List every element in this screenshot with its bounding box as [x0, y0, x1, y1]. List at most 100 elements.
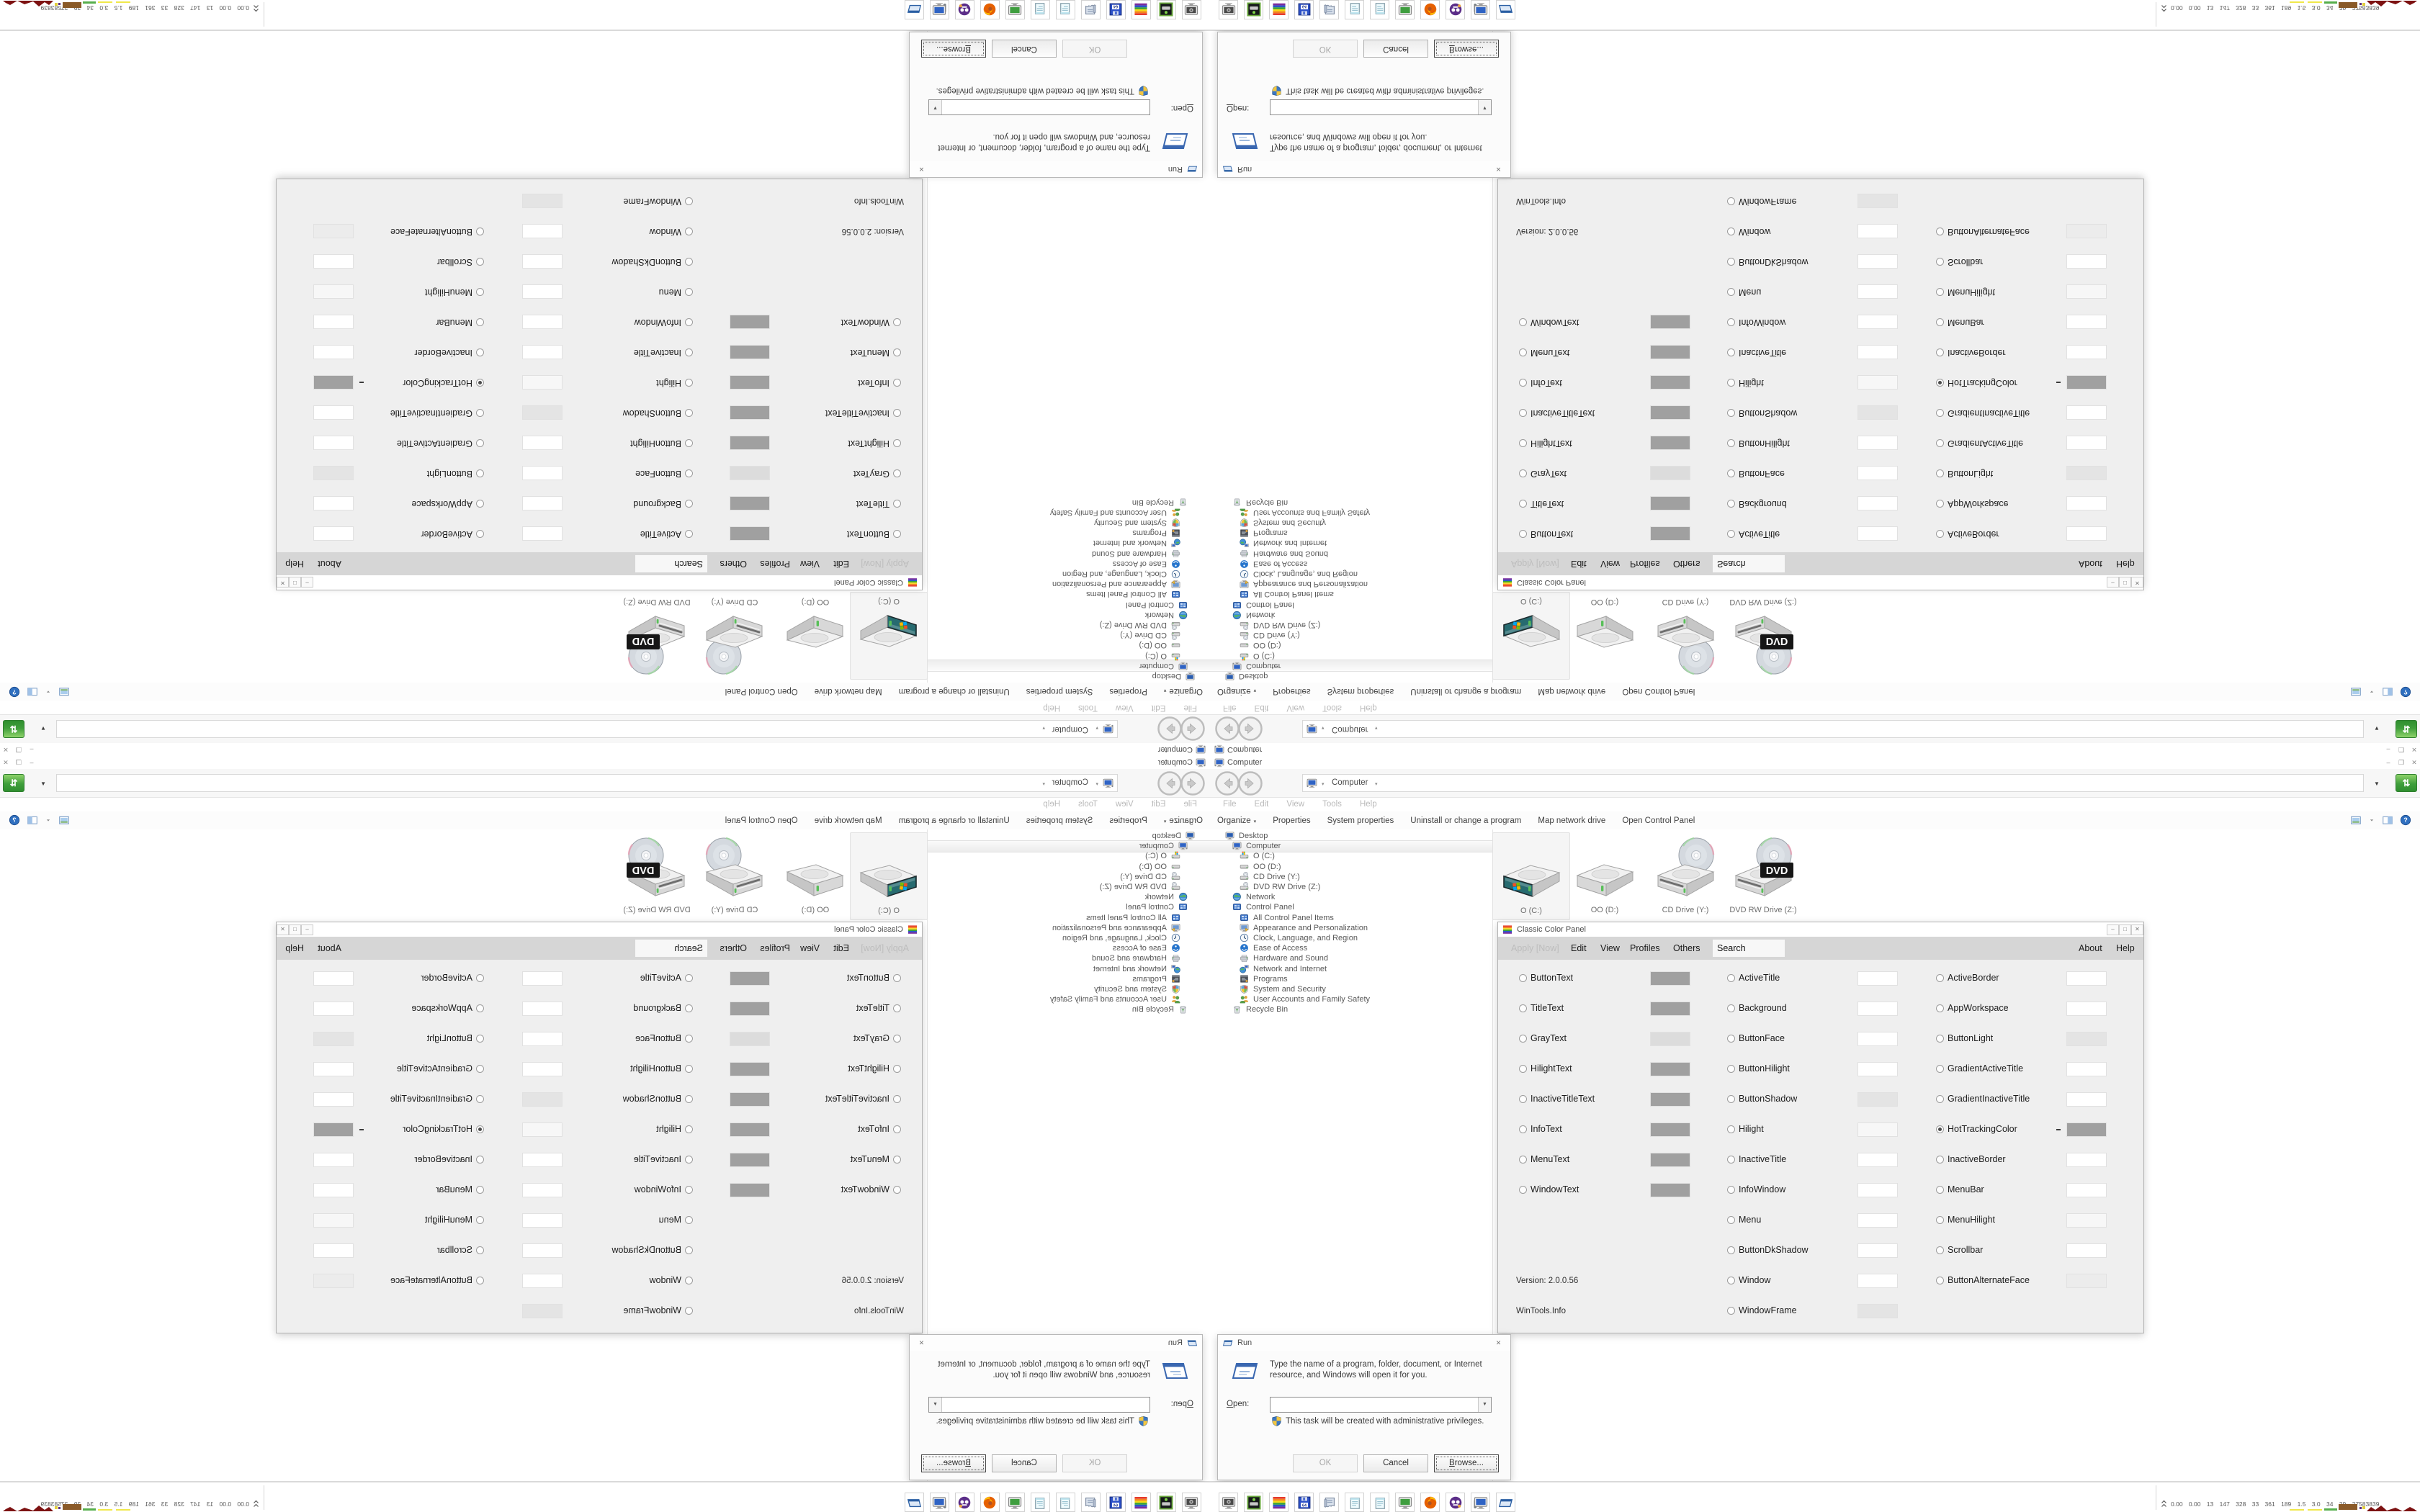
color-swatch-appworkspace[interactable] [2066, 1002, 2107, 1016]
radio-graytext[interactable] [893, 1035, 901, 1043]
tree-item-hardware-and-sound[interactable]: Hardware and Sound [1210, 953, 1492, 964]
color-swatch-hilight[interactable] [522, 1122, 563, 1137]
tree-item-ease-of-access[interactable]: Ease of Access [1210, 943, 1492, 954]
color-swatch-hottrackingcolor[interactable] [2066, 375, 2107, 390]
tree-item-network[interactable]: Network [928, 609, 1210, 620]
menu-item-edit[interactable]: Edit [1254, 800, 1269, 809]
radio-buttonlight[interactable] [1936, 1035, 1944, 1043]
minimize-button[interactable]: – [301, 577, 313, 588]
color-swatch-menu[interactable] [1857, 1213, 1898, 1228]
radio-infowindow[interactable] [685, 318, 693, 326]
color-swatch-buttonhilight[interactable] [522, 1062, 563, 1076]
edit-menu-item[interactable]: Edit [1571, 943, 1587, 953]
tree-item-network-and-internet[interactable]: Network and Internet [928, 964, 1210, 975]
tree-item-control-panel[interactable]: Control Panel [928, 902, 1210, 913]
radio-inactivetitletext[interactable] [1519, 1095, 1527, 1103]
color-swatch-windowtext[interactable] [730, 315, 770, 329]
radio-gradientinactivetitle[interactable] [1936, 409, 1944, 417]
run-title-bar[interactable]: Run ✕ [910, 1335, 1202, 1351]
color-swatch-menu[interactable] [1857, 284, 1898, 299]
color-swatch-buttonshadow[interactable] [1857, 1092, 1898, 1107]
radio-hottrackingcolor[interactable] [476, 1125, 484, 1133]
color-swatch-menuhilight[interactable] [2066, 1213, 2107, 1228]
radio-inactivetitle[interactable] [685, 348, 693, 356]
color-swatch-activetitle[interactable] [1857, 526, 1898, 541]
taskbar-button-pc-monitor[interactable] [930, 1493, 949, 1512]
radio-buttonface[interactable] [1727, 469, 1735, 477]
color-swatch-buttonalternateface[interactable] [2066, 1274, 2107, 1288]
radio-buttonlight[interactable] [476, 469, 484, 477]
color-swatch-buttonface[interactable] [522, 1032, 563, 1046]
combobox-dropdown-icon[interactable]: ▼ [929, 100, 942, 114]
radio-windowframe[interactable] [685, 1307, 693, 1315]
forward-button[interactable] [1237, 770, 1263, 796]
toolbar-item-map-network-drive[interactable]: Map network drive [1538, 816, 1606, 825]
drive-tile-dvd-rw-drive-z-[interactable]: DVD DVD RW Drive (Z:) [1725, 593, 1801, 680]
color-swatch-background[interactable] [522, 496, 563, 510]
menu-item-file[interactable]: File [1223, 703, 1237, 712]
view-menu-item[interactable]: View [1600, 559, 1620, 569]
toolbar-item-organize[interactable]: Organize▾ [1163, 816, 1203, 825]
taskbar-button-monitor-green[interactable] [1395, 1493, 1415, 1512]
help-menu-item[interactable]: Help [285, 943, 304, 953]
taskbar-button-notepad[interactable] [1345, 0, 1364, 19]
color-swatch-buttonshadow[interactable] [1857, 405, 1898, 420]
radio-hilight[interactable] [685, 379, 693, 387]
preview-pane-icon[interactable] [27, 686, 38, 698]
color-swatch-buttontext[interactable] [1650, 971, 1690, 986]
ccp-title-bar[interactable]: Classic Color Panel – □ ✕ [1498, 575, 2143, 590]
ok-button[interactable]: OK [1062, 1454, 1127, 1472]
taskbar-button-disk-tool[interactable] [1157, 0, 1176, 19]
drive-tile-dvd-rw-drive-z-[interactable]: DVD DVD RW Drive (Z:) [619, 832, 695, 919]
color-swatch-hilight[interactable] [1857, 375, 1898, 390]
radio-inactivetitle[interactable] [685, 1156, 693, 1164]
close-button[interactable]: ✕ [277, 577, 289, 588]
taskbar-button-monitor-green[interactable] [1005, 1493, 1025, 1512]
radio-hilight[interactable] [1727, 379, 1735, 387]
radio-menubar[interactable] [476, 1186, 484, 1194]
radio-hilighttext[interactable] [893, 1065, 901, 1073]
toolbar-item-properties[interactable]: Properties [1273, 687, 1311, 696]
tree-item-hardware-and-sound[interactable]: Hardware and Sound [928, 953, 1210, 964]
tree-item-control-panel[interactable]: Control Panel [928, 599, 1210, 610]
radio-buttonface[interactable] [1727, 1035, 1735, 1043]
address-bar[interactable]: ▾ Computer ▾ [1302, 774, 2364, 792]
color-swatch-infotext[interactable] [1650, 1122, 1690, 1137]
radio-activeborder[interactable] [476, 974, 484, 982]
tree-item-ease-of-access[interactable]: Ease of Access [1210, 558, 1492, 569]
tree-item-user-accounts-and-family-safety[interactable]: User Accounts and Family Safety [928, 994, 1210, 1005]
drive-tile-cd-drive-y-[interactable]: CD Drive (Y:) [696, 593, 773, 680]
radio-buttonlight[interactable] [1936, 469, 1944, 477]
color-swatch-buttondkshadow[interactable] [1857, 254, 1898, 269]
drive-tile-o-c-[interactable]: O (C:) [850, 592, 928, 680]
color-swatch-menubar[interactable] [313, 1183, 354, 1197]
tree-item-ease-of-access[interactable]: Ease of Access [928, 943, 1210, 954]
toolbar-item-system-properties[interactable]: System properties [1026, 687, 1093, 696]
maximize-button[interactable]: □ [289, 577, 301, 588]
color-swatch-activeborder[interactable] [313, 971, 354, 986]
breadcrumb-caret-icon[interactable]: ▾ [1322, 782, 1325, 787]
color-swatch-hilight[interactable] [522, 375, 563, 390]
preview-pane-icon[interactable] [2382, 814, 2393, 826]
color-swatch-buttonalternateface[interactable] [313, 224, 354, 238]
radio-buttondkshadow[interactable] [1727, 258, 1735, 266]
menu-item-tools[interactable]: Tools [1322, 703, 1342, 712]
radio-scrollbar[interactable] [1936, 258, 1944, 266]
tree-item-desktop[interactable]: Desktop [928, 831, 1210, 842]
tree-item-appearance-and-personalization[interactable]: Appearance and Personalization [928, 578, 1210, 589]
caret-down-icon[interactable] [2368, 688, 2375, 696]
radio-menubar[interactable] [476, 318, 484, 326]
color-swatch-appworkspace[interactable] [2066, 496, 2107, 510]
color-swatch-menubar[interactable] [2066, 1183, 2107, 1197]
back-button[interactable] [1180, 770, 1206, 796]
tree-item-o-c-[interactable]: O (C:) [928, 851, 1210, 862]
tree-item-system-and-security[interactable]: System and Security [928, 517, 1210, 528]
radio-hottrackingcolor[interactable] [1936, 379, 1944, 387]
color-swatch-gradientinactivetitle[interactable] [2066, 1092, 2107, 1107]
color-swatch-scrollbar[interactable] [313, 1243, 354, 1258]
radio-buttonface[interactable] [685, 1035, 693, 1043]
radio-gradientactivetitle[interactable] [476, 1065, 484, 1073]
tree-item-clock-language-and-region[interactable]: Clock, Language, and Region [928, 933, 1210, 944]
radio-buttonface[interactable] [685, 469, 693, 477]
caret-down-icon[interactable] [2368, 816, 2375, 824]
